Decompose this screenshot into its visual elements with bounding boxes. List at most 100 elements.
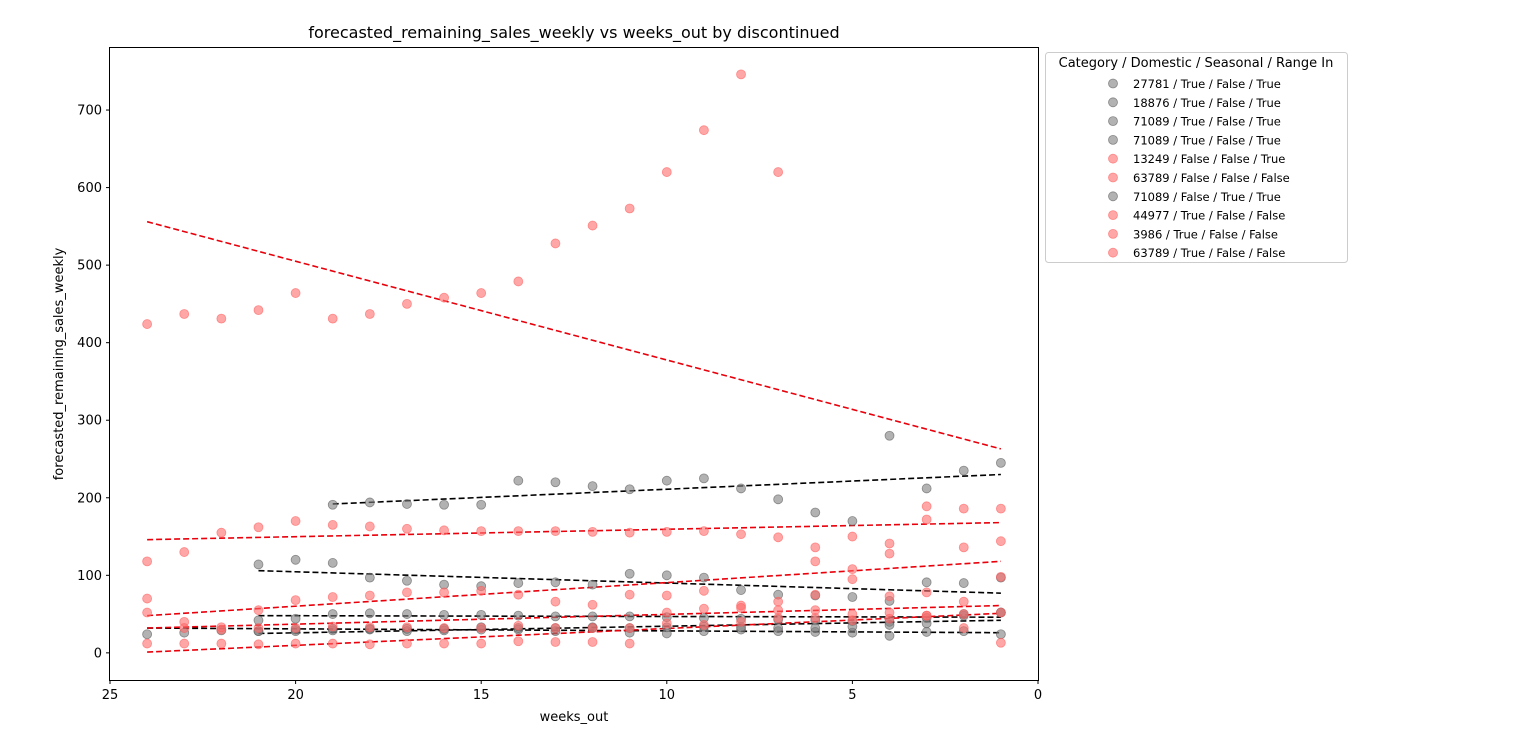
legend-box xyxy=(1045,52,1348,263)
data-point xyxy=(513,636,524,647)
data-point xyxy=(476,288,487,298)
data-point xyxy=(476,638,487,649)
data-point xyxy=(179,309,190,319)
legend-marker xyxy=(1108,153,1118,164)
data-point xyxy=(699,125,709,136)
data-point xyxy=(476,585,487,596)
y-tick-label: 200 xyxy=(77,491,102,506)
y-tick-label: 500 xyxy=(77,259,102,274)
data-point xyxy=(699,473,709,484)
x-tick-label: 15 xyxy=(473,688,490,703)
data-point xyxy=(995,637,1006,648)
data-point xyxy=(290,613,301,624)
data-point xyxy=(810,613,821,623)
data-point xyxy=(402,587,412,598)
data-point xyxy=(364,590,375,601)
data-point xyxy=(958,503,969,514)
y-tick-label: 600 xyxy=(77,181,102,196)
data-point xyxy=(958,578,969,588)
x-axis-label: weeks_out xyxy=(540,710,609,725)
data-point xyxy=(216,313,227,324)
legend-marker xyxy=(1108,134,1118,145)
data-point xyxy=(402,638,412,649)
data-point xyxy=(736,616,746,627)
data-point xyxy=(958,596,969,607)
data-point xyxy=(364,521,375,532)
data-point xyxy=(364,309,375,319)
data-point xyxy=(402,609,412,619)
legend-marker xyxy=(1108,78,1118,89)
y-tick-label: 0 xyxy=(94,646,102,661)
data-point xyxy=(476,609,487,620)
data-point xyxy=(736,585,746,595)
data-point xyxy=(290,288,301,298)
data-point xyxy=(699,526,709,537)
legend-marker xyxy=(1108,97,1118,108)
data-point xyxy=(884,538,895,549)
data-point xyxy=(439,638,449,649)
data-point xyxy=(142,319,153,329)
legend-entry-label: 63789 / True / False / False xyxy=(1133,246,1285,260)
data-point xyxy=(439,525,449,536)
x-tick-label: 25 xyxy=(102,688,119,703)
data-point xyxy=(439,292,449,303)
data-point xyxy=(290,516,301,526)
data-point xyxy=(216,527,227,538)
data-point xyxy=(773,532,784,543)
data-point xyxy=(624,527,635,538)
data-point xyxy=(587,526,598,537)
trend-line xyxy=(147,560,1001,617)
data-point xyxy=(587,579,598,590)
data-point xyxy=(587,481,598,492)
legend-marker xyxy=(1108,247,1118,258)
data-point xyxy=(550,238,561,249)
data-point xyxy=(921,627,932,637)
y-tick-label: 300 xyxy=(77,414,102,429)
data-point xyxy=(699,572,709,583)
data-point xyxy=(587,611,598,622)
data-point xyxy=(364,639,375,650)
data-point xyxy=(142,607,153,618)
data-point xyxy=(661,570,672,581)
data-point xyxy=(884,630,895,641)
data-point xyxy=(550,637,561,647)
data-point xyxy=(921,610,932,621)
data-point xyxy=(736,602,746,613)
legend: Category / Domestic / Seasonal / Range I… xyxy=(1045,52,1348,263)
data-point xyxy=(513,589,524,600)
legend-title: Category / Domestic / Seasonal / Range I… xyxy=(1059,56,1334,71)
data-point xyxy=(624,611,635,622)
data-point xyxy=(550,577,561,588)
legend-marker xyxy=(1108,191,1118,202)
data-point xyxy=(327,558,338,568)
data-point xyxy=(995,536,1006,547)
data-point xyxy=(661,526,672,537)
data-point xyxy=(736,69,746,80)
data-point xyxy=(587,637,598,647)
legend-marker xyxy=(1108,116,1118,126)
legend-entry-label: 13249 / False / False / True xyxy=(1133,152,1285,166)
data-point xyxy=(142,593,153,604)
data-point xyxy=(624,589,635,600)
data-point xyxy=(958,609,969,619)
data-point xyxy=(513,475,524,486)
legend-entry-label: 71089 / False / True / True xyxy=(1133,190,1281,204)
data-point xyxy=(847,592,858,602)
data-point xyxy=(402,299,412,309)
data-point xyxy=(810,556,821,567)
data-point xyxy=(290,595,301,606)
plot-area xyxy=(109,47,1039,681)
data-point xyxy=(402,575,412,586)
legend-entry-label: 44977 / True / False / False xyxy=(1133,209,1285,223)
data-point xyxy=(253,305,264,316)
trend-line xyxy=(147,604,1001,629)
data-point xyxy=(327,609,338,619)
data-point xyxy=(327,592,338,602)
data-point xyxy=(921,483,932,494)
legend-entry-label: 63789 / False / False / False xyxy=(1133,171,1290,185)
data-point xyxy=(736,529,746,540)
data-point xyxy=(624,638,635,649)
x-tick-label: 0 xyxy=(1034,688,1042,703)
legend-entry-label: 27781 / True / False / True xyxy=(1133,77,1281,91)
